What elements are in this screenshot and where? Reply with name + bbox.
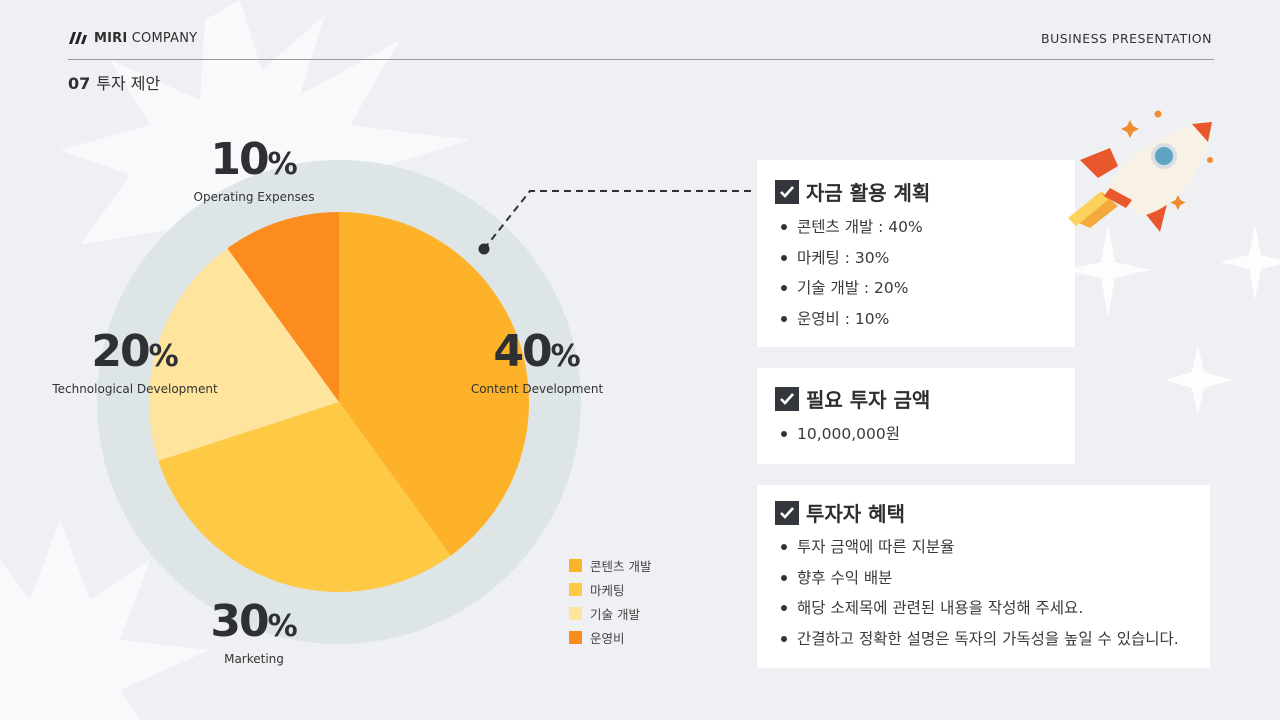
slice-content-development	[339, 212, 529, 556]
legend-label: 마케팅	[590, 582, 625, 598]
brand-name: MIRI COMPANY	[94, 30, 198, 46]
slice-marketing	[158, 402, 451, 592]
legend-swatch	[569, 582, 582, 596]
check-icon	[775, 386, 799, 411]
legend-item: 운영비	[569, 625, 651, 649]
section-title: 07 투자 제안	[68, 70, 160, 94]
list-item: 투자 금액에 따른 지분율	[775, 532, 1179, 563]
bullet-list: 콘텐츠 개발 : 40% 마케팅 : 30% 기술 개발 : 20% 운영비 :…	[775, 212, 923, 334]
legend-swatch	[569, 606, 582, 620]
card-investor-benefits: 투자자 혜택 투자 금액에 따른 지분율 향후 수익 배분 해당 소제목에 관련…	[757, 485, 1210, 668]
section-number: 07	[68, 74, 91, 93]
list-item: 마케팅 : 30%	[775, 243, 923, 274]
callout-dot	[478, 243, 490, 255]
legend-label: 운영비	[590, 630, 625, 646]
section-name: 투자 제안	[96, 74, 161, 93]
legend-swatch	[569, 558, 582, 572]
sparkle-shape	[1065, 225, 1150, 318]
slice-label-operating: 10% Operating Expenses	[144, 134, 364, 205]
list-item: 운영비 : 10%	[775, 304, 923, 335]
sparkle-shape	[1220, 225, 1280, 300]
presentation-tagline: BUSINESS PRESENTATION	[1041, 31, 1212, 46]
rocket-icon	[1068, 110, 1213, 232]
brand: MIRI COMPANY	[68, 30, 197, 46]
list-item: 해당 소제목에 관련된 내용을 작성해 주세요.	[775, 593, 1179, 624]
pie-slices	[149, 212, 529, 592]
header-divider	[68, 59, 1214, 60]
slice-label-marketing: 30% Marketing	[144, 596, 364, 667]
card-title: 투자자 혜택	[775, 498, 905, 527]
sparkle-shape	[1165, 345, 1232, 415]
chart-legend: 콘텐츠 개발 마케팅 기술 개발 운영비	[569, 553, 651, 649]
slice-label-text: Marketing	[224, 652, 284, 666]
list-item: 콘텐츠 개발 : 40%	[775, 212, 923, 243]
logo-mark-icon	[69, 32, 87, 44]
slice-label-text: Technological Development	[52, 382, 218, 396]
list-item: 간결하고 정확한 설명은 독자의 가독성을 높일 수 있습니다.	[775, 624, 1179, 655]
legend-label: 콘텐츠 개발	[590, 558, 652, 574]
slice-operating-expenses	[227, 212, 339, 402]
legend-label: 기술 개발	[590, 606, 640, 622]
slice-value: 30%	[210, 596, 298, 647]
legend-item: 마케팅	[569, 577, 651, 601]
card-fund-usage-plan: 자금 활용 계획 콘텐츠 개발 : 40% 마케팅 : 30% 기술 개발 : …	[757, 160, 1075, 347]
slice-label-text: Content Development	[470, 382, 604, 396]
card-title: 필요 투자 금액	[775, 384, 930, 413]
check-icon	[775, 179, 799, 204]
slice-value: 20%	[91, 326, 179, 377]
legend-item: 콘텐츠 개발	[569, 553, 651, 577]
check-icon	[775, 500, 799, 525]
starburst-shape	[0, 520, 210, 720]
list-item: 향후 수익 배분	[775, 563, 1179, 594]
list-item: 기술 개발 : 20%	[775, 273, 923, 304]
bullet-list: 10,000,000원	[775, 419, 900, 450]
slice-label-technology: 20% Technological Development	[25, 326, 245, 397]
slice-value: 40%	[493, 326, 581, 377]
slice-label-text: Operating Expenses	[193, 190, 315, 204]
slice-technological-development	[149, 248, 339, 461]
bullet-list: 투자 금액에 따른 지분율 향후 수익 배분 해당 소제목에 관련된 내용을 작…	[775, 532, 1179, 654]
slice-label-content: 40% Content Development	[427, 326, 647, 397]
slice-value: 10%	[210, 134, 298, 185]
list-item: 10,000,000원	[775, 419, 900, 450]
legend-swatch	[569, 630, 582, 644]
card-required-investment: 필요 투자 금액 10,000,000원	[757, 368, 1075, 464]
legend-item: 기술 개발	[569, 601, 651, 625]
card-title: 자금 활용 계획	[775, 177, 930, 206]
callout-leader-line	[483, 190, 755, 250]
